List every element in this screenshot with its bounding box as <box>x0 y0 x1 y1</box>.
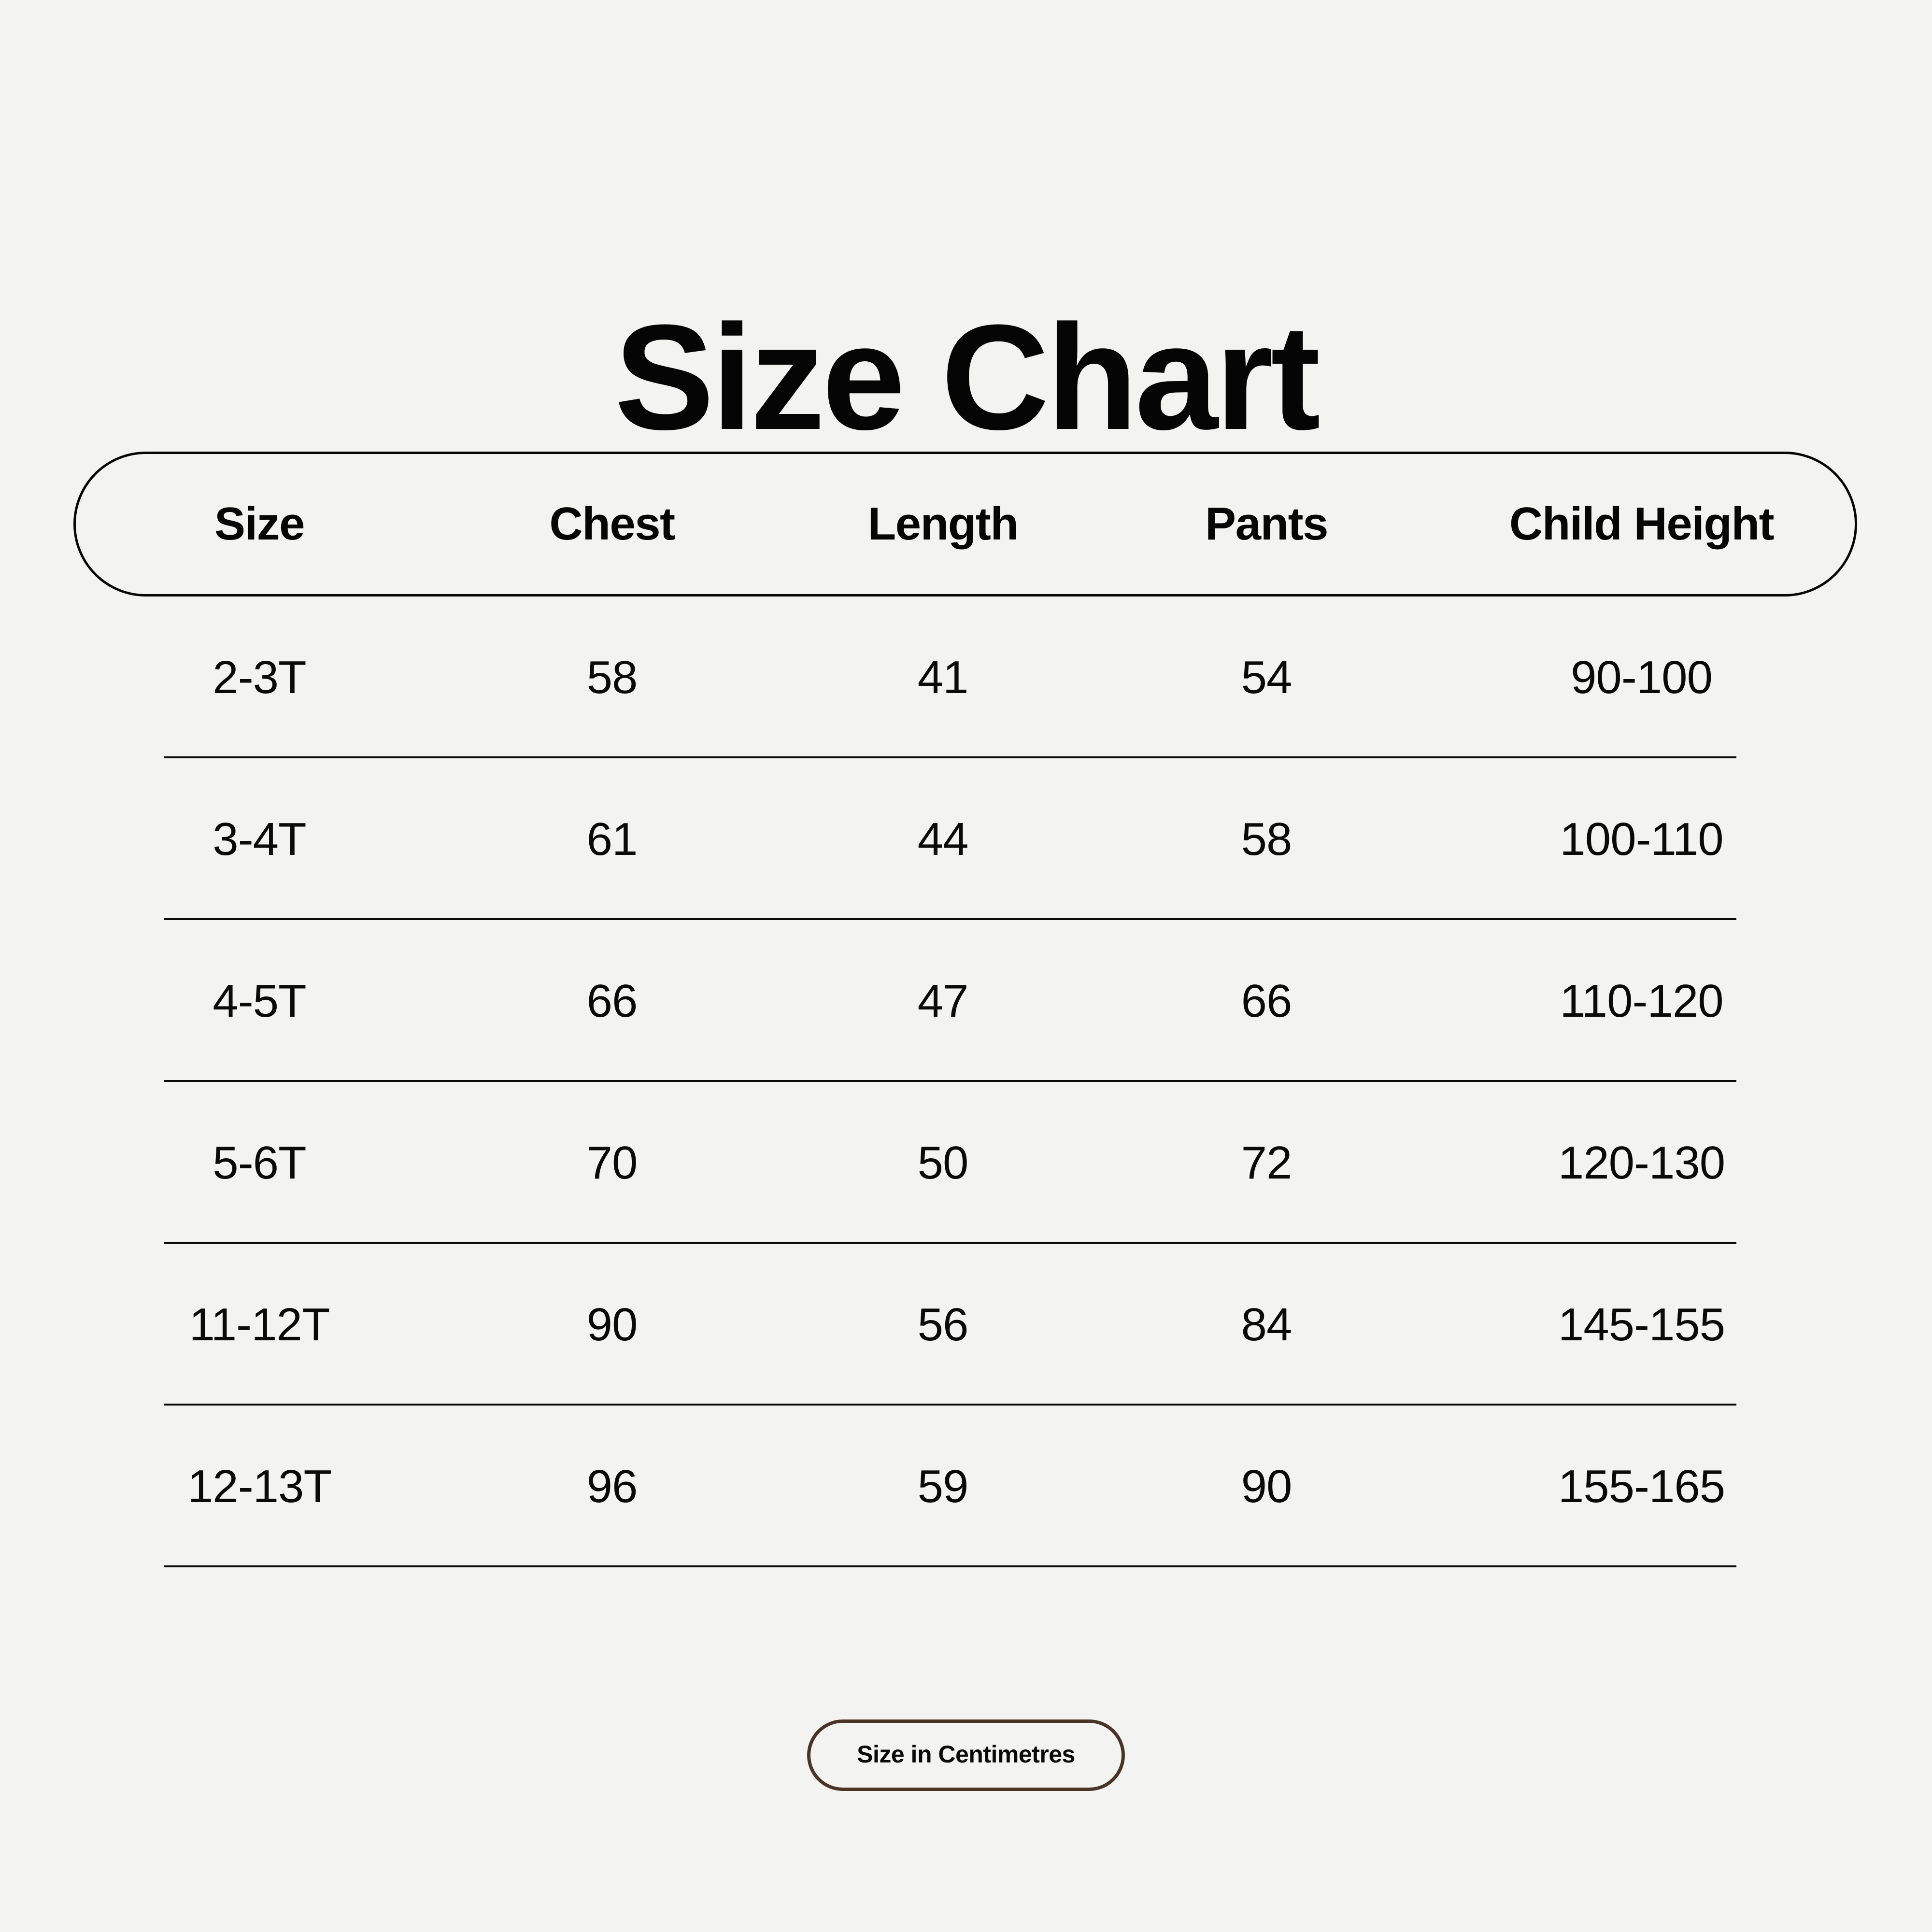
cell-pants: 54 <box>1241 651 1293 703</box>
cell-pants: 84 <box>1241 1298 1293 1350</box>
units-badge: Size in Centimetres <box>807 1719 1125 1791</box>
cell-length: 44 <box>917 813 969 865</box>
table-header-row: Size Chest Length Pants Child Height <box>73 452 1857 597</box>
page-title-container: Size Chart <box>0 198 1932 556</box>
cell-pants: 72 <box>1241 1136 1293 1189</box>
cell-chest: 90 <box>586 1298 638 1350</box>
cell-length: 56 <box>917 1298 969 1350</box>
table-row: 12-13T 96 59 90 155-165 <box>73 1406 1857 1567</box>
row-divider <box>164 756 1736 758</box>
cell-length: 47 <box>917 975 969 1027</box>
column-header-child-height: Child Height <box>1509 498 1775 550</box>
table-row: 4-5T 66 47 66 110-120 <box>73 920 1857 1082</box>
cell-pants: 66 <box>1241 975 1293 1027</box>
cell-size: 3-4T <box>213 813 306 865</box>
cell-size: 2-3T <box>213 651 306 703</box>
cell-pants: 58 <box>1241 813 1293 865</box>
table-row: 11-12T 90 56 84 145-155 <box>73 1244 1857 1406</box>
row-divider <box>164 1080 1736 1082</box>
column-header-chest: Chest <box>549 498 675 550</box>
cell-child-height: 110-120 <box>1560 975 1723 1027</box>
cell-chest: 61 <box>586 813 638 865</box>
column-header-size: Size <box>214 498 305 550</box>
table-row: 3-4T 61 44 58 100-110 <box>73 758 1857 920</box>
column-header-length: Length <box>867 498 1019 550</box>
cell-size: 5-6T <box>213 1136 306 1189</box>
table-header-pill <box>73 452 1857 597</box>
page-title: Size Chart <box>614 293 1321 461</box>
cell-child-height: 100-110 <box>1560 813 1723 865</box>
size-table: Size Chest Length Pants Child Height 2-3… <box>73 452 1857 1567</box>
cell-chest: 96 <box>586 1460 638 1512</box>
row-divider <box>164 1404 1736 1406</box>
cell-child-height: 90-100 <box>1571 651 1713 703</box>
cell-pants: 90 <box>1241 1460 1293 1512</box>
cell-child-height: 120-130 <box>1558 1136 1725 1189</box>
cell-length: 41 <box>917 651 969 703</box>
cell-child-height: 145-155 <box>1558 1298 1725 1350</box>
row-divider <box>164 1565 1736 1567</box>
cell-chest: 70 <box>586 1136 638 1189</box>
cell-size: 12-13T <box>187 1460 332 1512</box>
table-row: 5-6T 70 50 72 120-130 <box>73 1082 1857 1244</box>
row-divider <box>164 1242 1736 1244</box>
cell-chest: 58 <box>586 651 638 703</box>
cell-size: 4-5T <box>213 975 306 1027</box>
table-body: 2-3T 58 41 54 90-100 3-4T 61 44 58 100-1… <box>73 597 1857 1567</box>
cell-child-height: 155-165 <box>1558 1460 1725 1512</box>
column-header-pants: Pants <box>1205 498 1328 550</box>
table-row: 2-3T 58 41 54 90-100 <box>73 597 1857 758</box>
cell-chest: 66 <box>586 975 638 1027</box>
cell-length: 50 <box>917 1136 969 1189</box>
cell-size: 11-12T <box>189 1298 330 1350</box>
row-divider <box>164 918 1736 920</box>
footer-container: Size in Centimetres <box>0 1719 1932 1791</box>
cell-length: 59 <box>917 1460 969 1512</box>
